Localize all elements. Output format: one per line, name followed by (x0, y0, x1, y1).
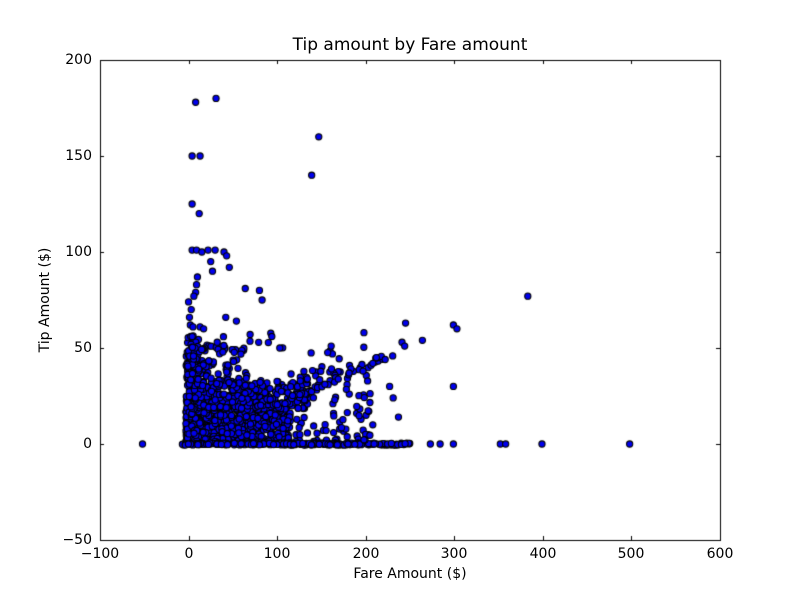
x-axis-label: Fare Amount ($) (353, 566, 467, 582)
y-tick-label: −50 (62, 532, 92, 548)
x-tick-label: 200 (352, 546, 380, 562)
y-tick-label: 50 (74, 340, 92, 356)
y-tick-label: 200 (65, 52, 92, 68)
y-tick-label: 100 (65, 244, 92, 260)
x-tick-label: 600 (706, 546, 734, 562)
x-tick-label: 400 (529, 546, 557, 562)
x-tick-label: 500 (617, 546, 645, 562)
x-tick-label: 300 (440, 546, 468, 562)
x-tick-label: 0 (184, 546, 194, 562)
chart-title: Tip amount by Fare amount (292, 35, 528, 55)
x-tick-label: 100 (263, 546, 291, 562)
y-tick-label: 0 (83, 436, 92, 452)
y-axis-label: Tip Amount ($) (37, 247, 53, 353)
y-tick-label: 150 (65, 148, 92, 164)
x-tick-label: −100 (80, 546, 120, 562)
